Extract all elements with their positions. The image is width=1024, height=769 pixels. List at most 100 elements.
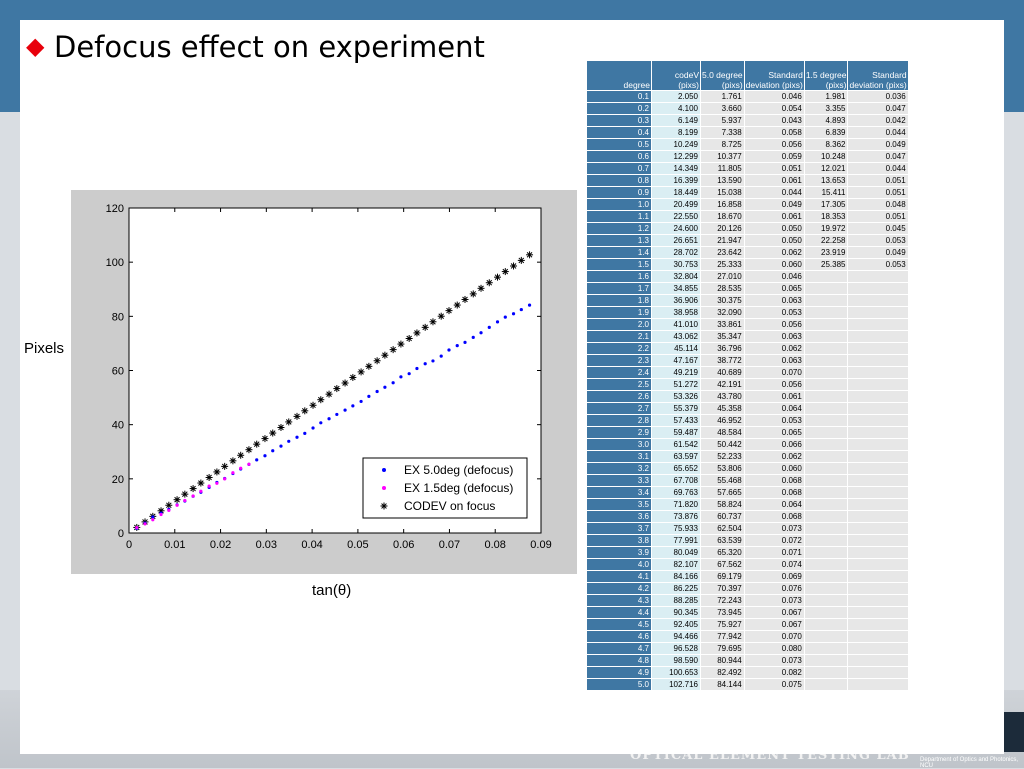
table-cell: 65.320 bbox=[700, 546, 745, 559]
table-cell bbox=[847, 570, 909, 583]
table-cell: 0.044 bbox=[743, 186, 805, 199]
data-point-ex-5-0deg-defocus- bbox=[271, 449, 275, 453]
table-cell: 2.8 bbox=[586, 414, 652, 427]
data-point-ex-5-0deg-defocus- bbox=[311, 426, 315, 430]
table-cell bbox=[803, 510, 849, 523]
table-cell: 72.243 bbox=[700, 594, 745, 607]
legend-label: CODEV on focus bbox=[404, 499, 495, 513]
table-cell: 82.492 bbox=[700, 666, 745, 679]
table-cell: 22.258 bbox=[803, 234, 849, 247]
table-cell: 19.972 bbox=[803, 222, 849, 235]
table-cell: 58.824 bbox=[700, 498, 745, 511]
data-point-codev-on-focus bbox=[405, 334, 413, 342]
table-cell: 0.063 bbox=[743, 294, 805, 307]
table-cell bbox=[847, 342, 909, 355]
data-point-codev-on-focus bbox=[213, 468, 221, 476]
table-cell: 3.3 bbox=[586, 474, 652, 487]
table-row: 4.6 94.466 77.942 0.070 bbox=[586, 630, 909, 643]
table-cell: 0.069 bbox=[743, 570, 805, 583]
table-cell bbox=[847, 522, 909, 535]
data-point-ex-1-5deg-defocus- bbox=[239, 466, 243, 470]
table-row: 4.1 84.166 69.179 0.069 bbox=[586, 570, 909, 583]
column-header: 1.5 degree (pixs) bbox=[803, 60, 849, 91]
table-row: 4.4 90.345 73.945 0.067 bbox=[586, 606, 909, 619]
table-cell bbox=[803, 270, 849, 283]
data-point-ex-1-5deg-defocus- bbox=[183, 498, 187, 503]
table-cell: 12.299 bbox=[651, 150, 701, 163]
data-point-ex-5-0deg-defocus- bbox=[151, 515, 155, 519]
table-row: 3.5 71.820 58.824 0.064 bbox=[586, 498, 909, 511]
table-cell bbox=[847, 414, 909, 427]
table-cell: 18.353 bbox=[803, 210, 849, 223]
table-cell: 4.7 bbox=[586, 642, 652, 655]
data-point-ex-1-5deg-defocus- bbox=[135, 526, 139, 530]
table-cell bbox=[847, 282, 909, 295]
table-cell: 0.073 bbox=[743, 522, 805, 535]
table-cell: 0.070 bbox=[743, 366, 805, 379]
table-cell: 5.937 bbox=[700, 114, 745, 127]
table-cell: 47.167 bbox=[651, 354, 701, 367]
table-cell: 63.597 bbox=[651, 450, 701, 463]
table-cell: 0.067 bbox=[743, 606, 805, 619]
data-point-ex-5-0deg-defocus- bbox=[335, 412, 339, 417]
table-cell: 36.906 bbox=[651, 294, 701, 307]
table-cell: 23.919 bbox=[803, 246, 849, 259]
table-cell: 0.6 bbox=[586, 150, 652, 163]
table-cell: 0.053 bbox=[847, 234, 909, 247]
table-cell: 75.927 bbox=[700, 618, 745, 631]
table-row: 3.6 73.876 60.737 0.068 bbox=[586, 510, 909, 523]
y-tick-label: 120 bbox=[106, 203, 124, 215]
table-cell bbox=[847, 546, 909, 559]
table-cell: 75.933 bbox=[651, 522, 701, 535]
table-cell: 1.6 bbox=[586, 270, 652, 283]
table-cell: 1.4 bbox=[586, 246, 652, 259]
y-tick-label: 80 bbox=[112, 311, 124, 323]
table-cell bbox=[803, 330, 849, 343]
table-cell: 10.249 bbox=[651, 138, 701, 151]
table-row: 2.5 51.272 42.191 0.056 bbox=[586, 378, 909, 391]
legend-label: EX 1.5deg (defocus) bbox=[404, 481, 513, 495]
table-cell bbox=[803, 366, 849, 379]
table-cell: 84.166 bbox=[651, 570, 701, 583]
table-cell: 0.074 bbox=[743, 558, 805, 571]
table-cell: 48.584 bbox=[700, 426, 745, 439]
table-cell bbox=[803, 666, 849, 679]
table-row: 2.1 43.062 35.347 0.063 bbox=[586, 330, 909, 343]
table-cell: 98.590 bbox=[651, 654, 701, 667]
table-cell: 45.114 bbox=[651, 342, 701, 355]
x-tick-label: 0.01 bbox=[164, 539, 185, 551]
data-point-codev-on-focus bbox=[494, 273, 502, 281]
x-tick-label: 0.08 bbox=[485, 539, 506, 551]
data-point-codev-on-focus bbox=[429, 318, 437, 326]
table-cell: 4.9 bbox=[586, 666, 652, 679]
table-cell: 60.737 bbox=[700, 510, 745, 523]
table-cell: 0.1 bbox=[586, 90, 652, 103]
table-cell: 0.042 bbox=[847, 114, 909, 127]
table-cell: 73.945 bbox=[700, 606, 745, 619]
table-cell bbox=[847, 678, 909, 691]
table-row: 0.6 12.299 10.377 0.059 10.248 0.047 bbox=[586, 150, 909, 163]
table-cell: 0.047 bbox=[847, 102, 909, 115]
table-cell bbox=[803, 486, 849, 499]
table-cell bbox=[803, 426, 849, 439]
data-point-codev-on-focus bbox=[261, 435, 269, 443]
table-cell: 52.233 bbox=[700, 450, 745, 463]
table-cell: 59.487 bbox=[651, 426, 701, 439]
table-row: 1.0 20.499 16.858 0.049 17.305 0.048 bbox=[586, 198, 909, 211]
table-cell: 22.550 bbox=[651, 210, 701, 223]
table-cell: 43.780 bbox=[700, 390, 745, 403]
table-row: 4.7 96.528 79.695 0.080 bbox=[586, 642, 909, 655]
data-point-codev-on-focus bbox=[189, 485, 197, 493]
column-header: Standard deviation (pixs) bbox=[847, 60, 909, 91]
table-row: 1.8 36.906 30.375 0.063 bbox=[586, 294, 909, 307]
data-point-codev-on-focus bbox=[205, 473, 213, 481]
data-point-codev-on-focus bbox=[453, 301, 461, 309]
data-point-ex-5-0deg-defocus- bbox=[359, 399, 363, 404]
y-tick-label: 20 bbox=[112, 474, 124, 486]
data-point-codev-on-focus bbox=[325, 390, 333, 398]
chart-panel: 0 0.01 0.02 0.03 0.04 0.05 0.06 0.07 0.08 0.09 0 20… bbox=[71, 190, 577, 574]
table-cell: 90.345 bbox=[651, 606, 701, 619]
table-cell: 0.061 bbox=[743, 390, 805, 403]
table-cell: 0.066 bbox=[743, 438, 805, 451]
table-cell bbox=[847, 558, 909, 571]
